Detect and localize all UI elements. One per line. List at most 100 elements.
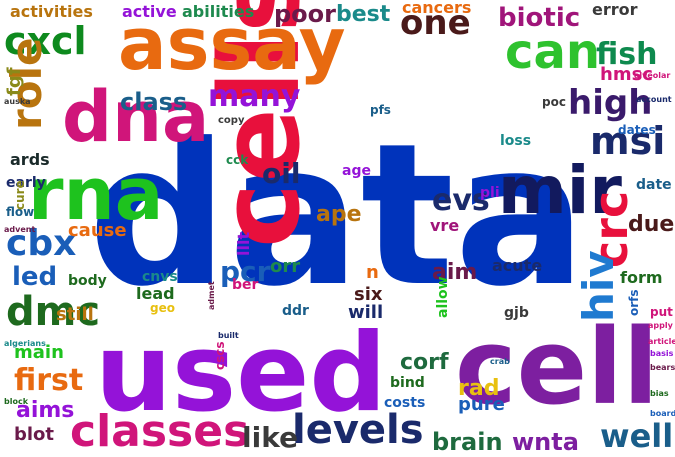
- word-account: account: [636, 95, 672, 104]
- word-vre: vre: [430, 216, 460, 235]
- word-block: block: [4, 397, 29, 406]
- word-ber: ber: [232, 277, 259, 293]
- word-early: early: [6, 175, 46, 191]
- word-pure: pure: [458, 394, 505, 415]
- word-article: article: [648, 337, 675, 346]
- word-gjb: gjb: [504, 305, 529, 321]
- word-bind: bind: [390, 375, 425, 391]
- word-built: built: [218, 331, 239, 340]
- word-activities: activities: [10, 2, 93, 21]
- word-body: body: [68, 273, 107, 289]
- word-error: error: [592, 0, 638, 19]
- word-aims: aims: [16, 398, 75, 423]
- word-can: can: [505, 24, 601, 80]
- word-bias: bias: [650, 389, 669, 398]
- word-best: best: [336, 2, 391, 27]
- word-ddr: ddr: [282, 303, 309, 319]
- word-loss: loss: [500, 133, 532, 149]
- word-cnvs: cnvs: [142, 269, 178, 285]
- word-bears: bears: [650, 363, 675, 372]
- word-levels: levels: [292, 407, 424, 453]
- word-rna: rna: [28, 152, 164, 236]
- word-admet: admet: [207, 281, 216, 310]
- word-acute: acute: [492, 256, 543, 275]
- word-well: well: [600, 417, 674, 455]
- word-pcr: pcr: [220, 255, 271, 288]
- word-pfs: pfs: [370, 103, 391, 117]
- word-ape: ape: [316, 202, 362, 227]
- word-biotic: biotic: [498, 3, 581, 33]
- word-evs: evs: [432, 183, 490, 218]
- word-ards: ards: [10, 150, 50, 169]
- word-flow: flow: [6, 205, 35, 219]
- word-many: many: [208, 79, 301, 114]
- word-corf: corf: [400, 350, 449, 375]
- word-basis: basis: [650, 349, 674, 358]
- word-n: n: [366, 262, 379, 283]
- word-cancers: cancers: [402, 0, 472, 17]
- word-costs: costs: [384, 395, 426, 411]
- word-hiv: hiv: [574, 250, 623, 322]
- word-dna: dna: [62, 76, 210, 158]
- word-one: one: [400, 3, 471, 43]
- word-msi: msi: [590, 119, 666, 163]
- word-main: main: [14, 342, 64, 363]
- word-apply: apply: [648, 321, 673, 330]
- word-used: used: [95, 311, 387, 436]
- word-algerians: algerians: [4, 339, 46, 348]
- word-advent: advent: [4, 225, 36, 234]
- word-dmc: dmc: [6, 289, 101, 335]
- word-rad: rad: [458, 376, 500, 401]
- word-mir: mir: [498, 152, 622, 229]
- word-pli: pli: [480, 185, 500, 201]
- word-form: form: [620, 268, 663, 287]
- word-six: six: [354, 284, 383, 305]
- word-assay: assay: [118, 2, 346, 86]
- word-wnta: wnta: [512, 428, 579, 456]
- word-copy: copy: [218, 115, 245, 126]
- word-poor: poor: [274, 0, 336, 28]
- word-date: date: [636, 177, 672, 193]
- word-due: due: [628, 212, 675, 237]
- word-fish: fish: [596, 37, 658, 72]
- word-lead: lead: [136, 284, 175, 303]
- word-auska: auska: [4, 97, 31, 106]
- word-board: board: [650, 409, 675, 418]
- word-cbx: cbx: [6, 223, 77, 264]
- word-age: age: [342, 163, 371, 179]
- word-alveolar: alveolar: [634, 71, 671, 80]
- word-cure: cure: [13, 180, 27, 210]
- word-will: will: [348, 302, 384, 323]
- word-first: first: [14, 363, 84, 398]
- word-poc: poc: [542, 95, 566, 109]
- word-cck: cck: [226, 153, 249, 167]
- word-classes: classes: [70, 406, 250, 457]
- word-blot: blot: [14, 424, 55, 445]
- word-fgf: fgf: [4, 67, 25, 96]
- word-cause: cause: [68, 220, 127, 241]
- word-orfs: orfs: [627, 289, 641, 316]
- word-geo: geo: [150, 301, 175, 315]
- word-allow: allow: [435, 276, 451, 318]
- word-crab: crab: [490, 357, 510, 366]
- word-brain: brain: [432, 428, 503, 456]
- word-class: class: [120, 88, 188, 116]
- word-active: active: [122, 2, 177, 21]
- word-abilities: abilities: [182, 2, 255, 21]
- word-cxcl: cxcl: [4, 19, 87, 63]
- word-oil: oil: [262, 157, 301, 190]
- word-data: data: [88, 102, 587, 330]
- word-high: high: [568, 83, 653, 123]
- word-like: like: [242, 421, 299, 454]
- word-led: led: [12, 262, 58, 292]
- word-put: put: [650, 305, 673, 319]
- word-aim: aim: [432, 260, 478, 285]
- word-hmsc: hmsc: [600, 64, 653, 85]
- word-cscs: cscs: [213, 341, 227, 370]
- word-cell: cell: [455, 306, 659, 428]
- word-lllt: lllt: [234, 231, 253, 256]
- word-still: still: [56, 304, 94, 325]
- word-orr: orr: [270, 256, 301, 277]
- word-dates: dates: [618, 123, 656, 137]
